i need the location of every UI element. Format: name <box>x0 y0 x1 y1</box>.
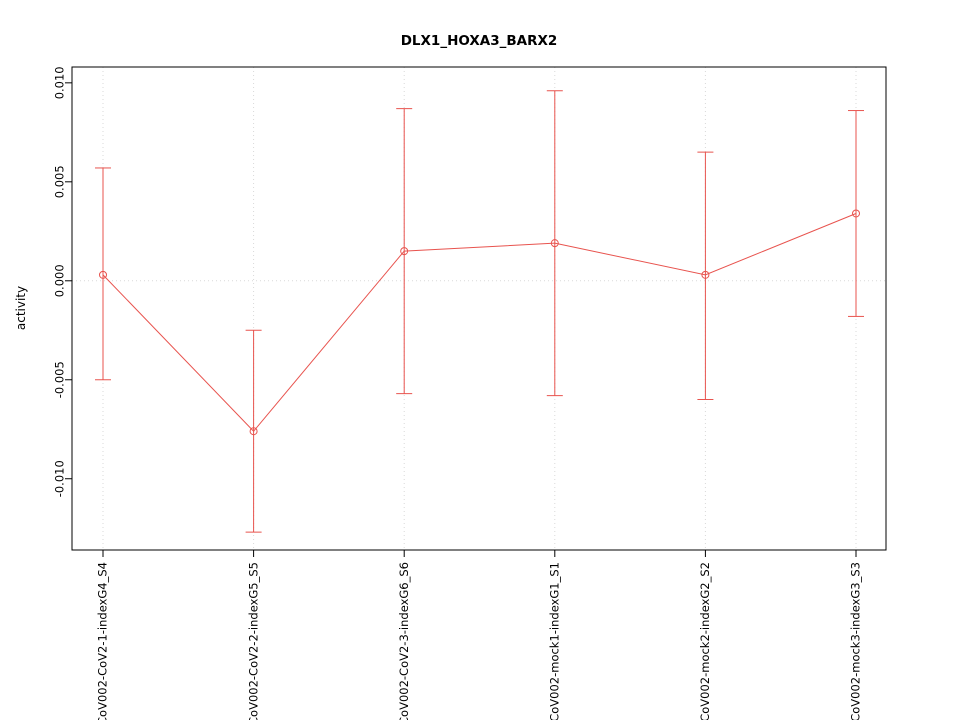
series-line <box>102 213 857 432</box>
x-tick-label: CoV002-CoV2-3-indexG6_S6 <box>397 562 411 720</box>
y-tick-label: -0.005 <box>53 361 67 398</box>
chart-title: DLX1_HOXA3_BARX2 <box>401 33 558 49</box>
data-point <box>852 209 860 218</box>
x-tick-label: CoV002-CoV2-1-indexG4_S4 <box>96 562 110 720</box>
plot-area: -0.010 -0.005 0.000 0.005 0.010 CoV002-CoV2-1… <box>53 66 887 720</box>
data-point <box>400 247 409 256</box>
y-tick-label: -0.010 <box>53 460 67 497</box>
data-point <box>99 270 107 279</box>
x-tick-label: CoV002-mock2-indexG2_S2 <box>698 562 712 720</box>
x-tick-label: CoV002-mock1-indexG1_S1 <box>547 562 561 720</box>
plot-border <box>71 66 887 551</box>
x-tick-label: CoV002-mock3-indexG3_S3 <box>849 562 863 720</box>
data-point <box>701 270 710 279</box>
x-tick-label: CoV002-CoV2-2-indexG5_S5 <box>246 562 260 720</box>
data-point <box>249 427 258 436</box>
y-tick-label: 0.000 <box>53 264 67 297</box>
y-tick-label: 0.005 <box>53 165 67 198</box>
y-tick-label: 0.010 <box>53 66 67 99</box>
data-point <box>550 239 559 248</box>
y-axis-label: activity <box>14 286 28 330</box>
